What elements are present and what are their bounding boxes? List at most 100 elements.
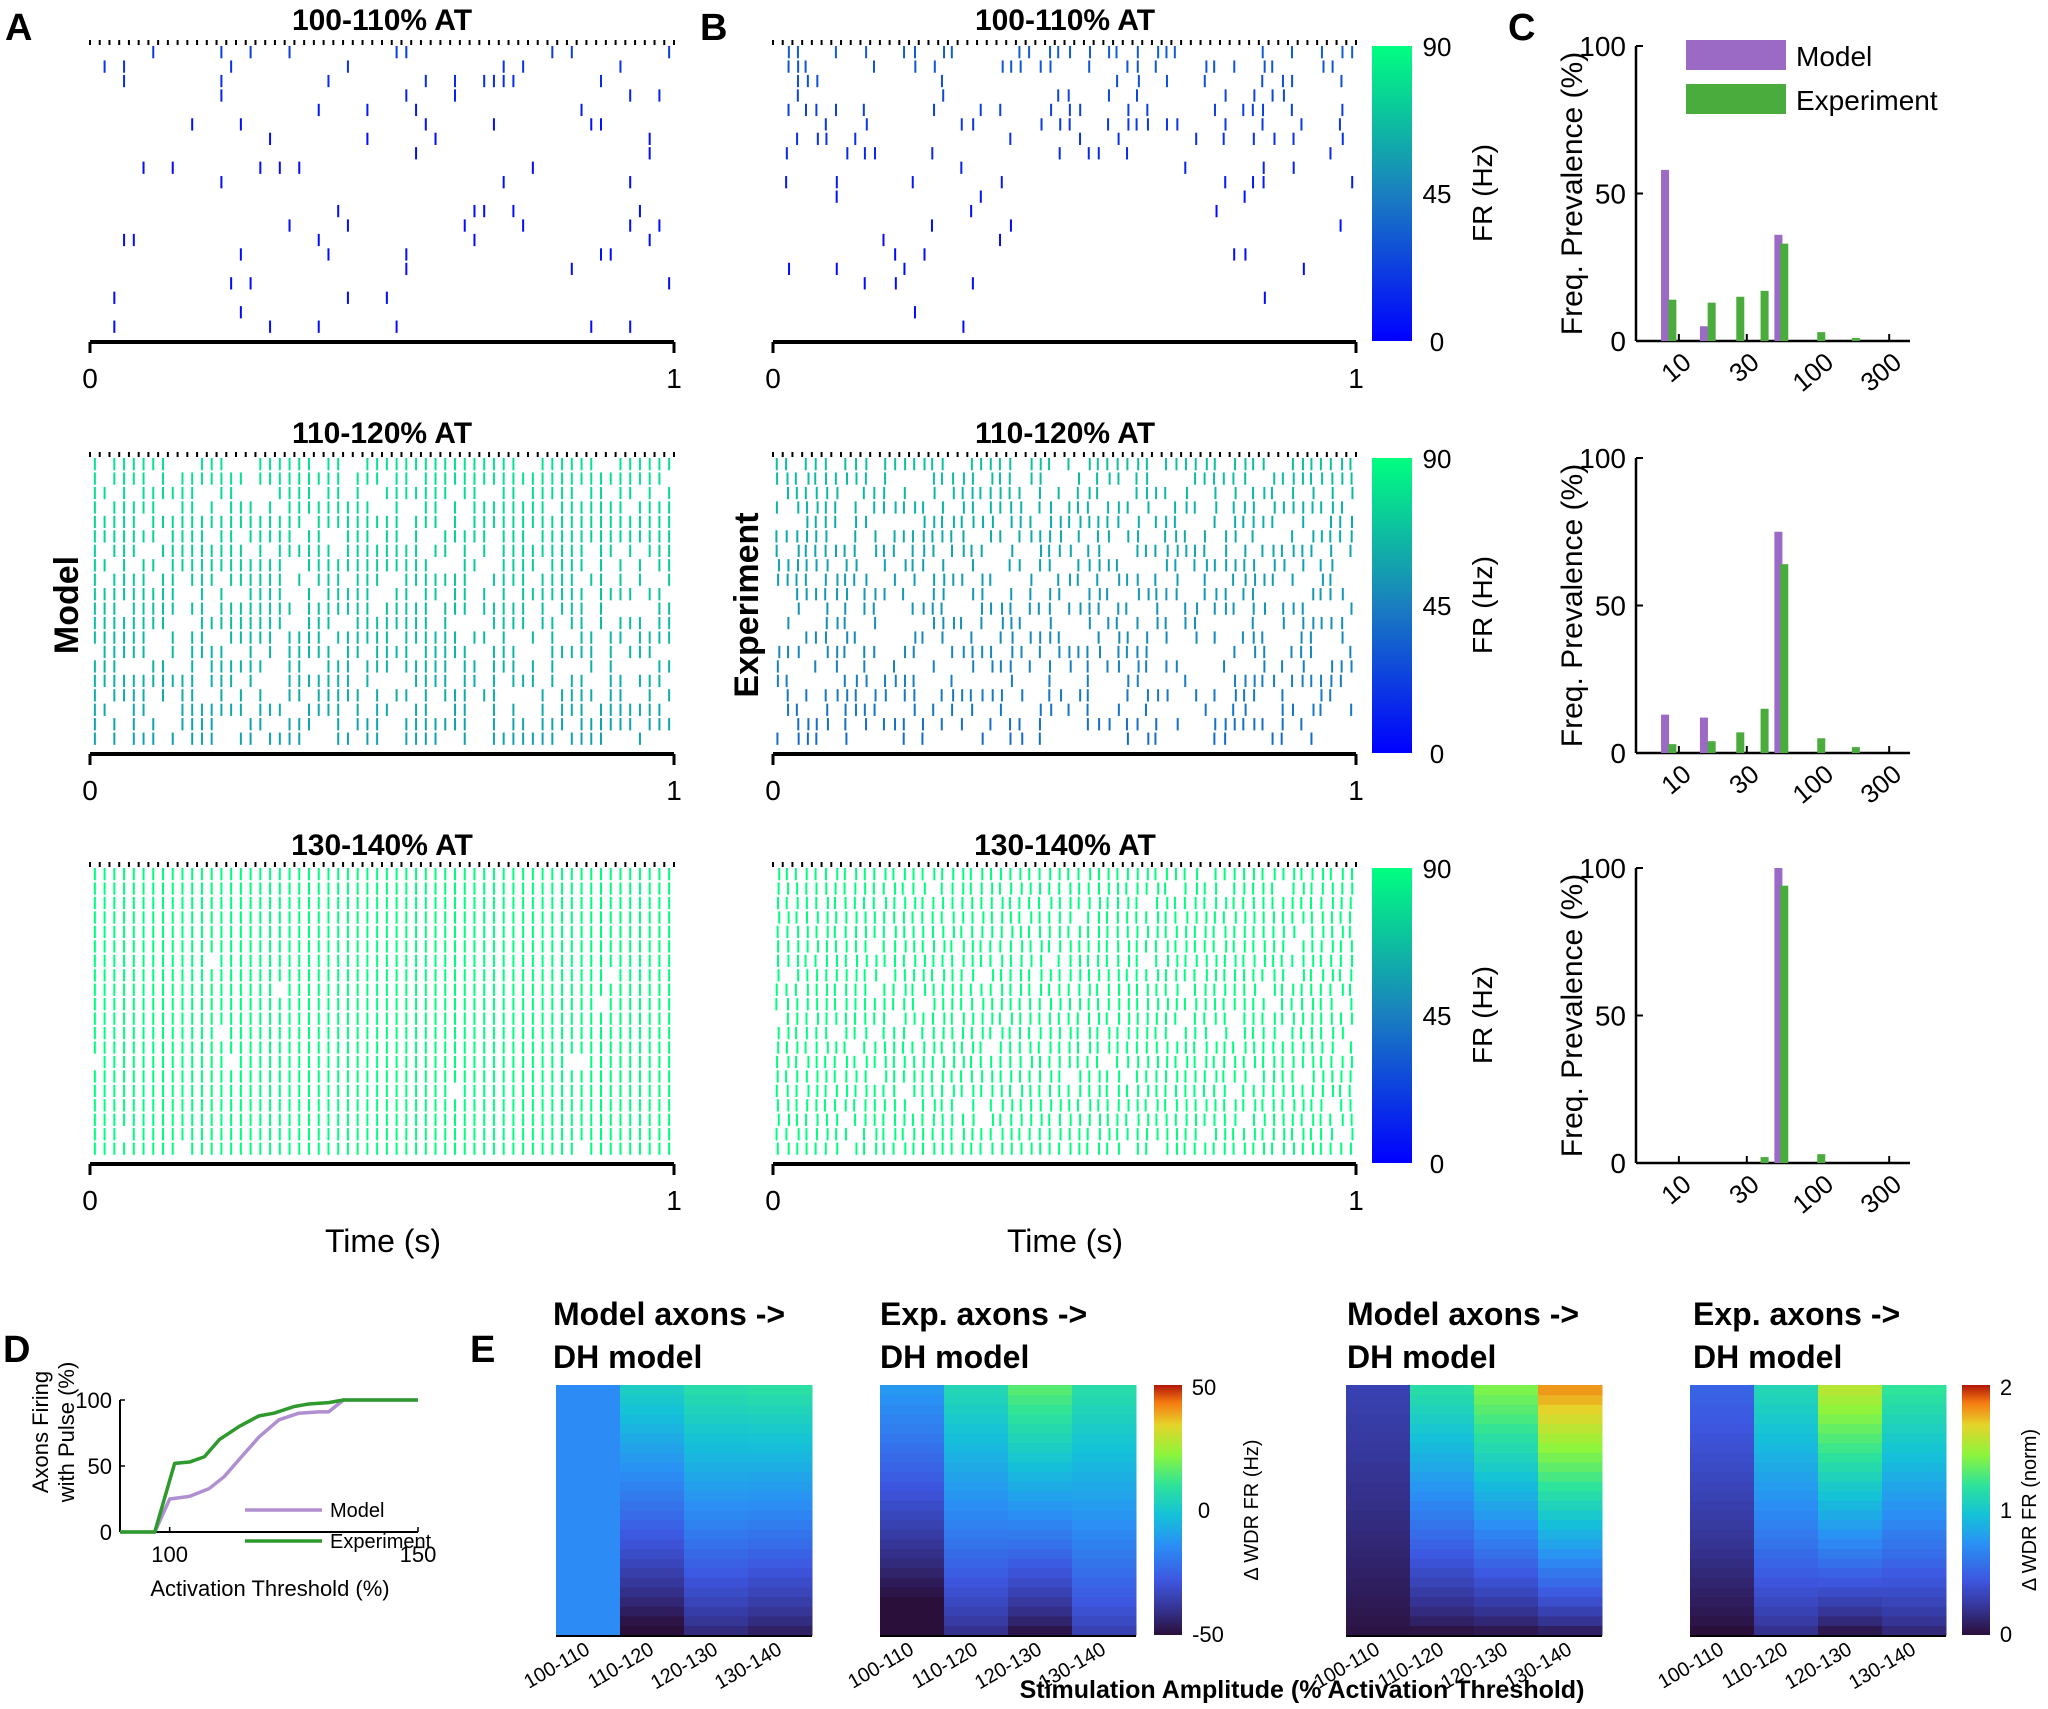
heatmap-cell bbox=[620, 1538, 685, 1550]
heatmap-cell bbox=[1072, 1625, 1137, 1636]
heatmap-cell bbox=[684, 1538, 749, 1550]
bar-experiment bbox=[1817, 1154, 1826, 1163]
heatmap-cell bbox=[684, 1548, 749, 1559]
bar-experiment bbox=[1707, 302, 1716, 341]
bar-experiment bbox=[1760, 1157, 1769, 1163]
title-b-row3: 130-140% AT bbox=[974, 829, 1156, 862]
title-a-row2: 110-120% AT bbox=[292, 417, 472, 450]
heatmap-cell bbox=[1410, 1567, 1475, 1578]
heatmap-cell bbox=[1008, 1471, 1073, 1482]
heatmap-cell bbox=[1410, 1442, 1475, 1453]
line-model bbox=[120, 1398, 418, 1534]
heatmap-cell bbox=[1474, 1538, 1539, 1550]
heatmap-cell bbox=[556, 1558, 621, 1569]
heatmap-cell bbox=[684, 1385, 749, 1396]
heatmap-cell bbox=[1410, 1500, 1475, 1511]
heatmap-cell bbox=[556, 1490, 621, 1501]
heatmap-cell bbox=[944, 1423, 1009, 1434]
raster-panel-4 bbox=[771, 452, 1358, 765]
heatmap-cell bbox=[1008, 1577, 1073, 1588]
heatmap-cell bbox=[1538, 1490, 1603, 1501]
heatmap-cell bbox=[1410, 1490, 1475, 1501]
heatmap-cell bbox=[944, 1385, 1009, 1396]
heatmap-cell bbox=[748, 1548, 813, 1559]
bar-experiment bbox=[1760, 290, 1769, 341]
d-ytick-label: 0 bbox=[100, 1520, 112, 1545]
heatmap-cell bbox=[556, 1538, 621, 1550]
bar-experiment bbox=[1760, 708, 1769, 753]
heatmap-cell bbox=[1072, 1529, 1137, 1540]
c-xtick-label: 30 bbox=[1723, 1169, 1764, 1211]
heatmap-cell bbox=[1410, 1423, 1475, 1434]
c-ylabel: Freq. Prevalence (%) bbox=[1556, 874, 1589, 1157]
heatmap-cell bbox=[880, 1606, 945, 1617]
heatmap-cell bbox=[944, 1471, 1009, 1482]
bar-experiment bbox=[1736, 732, 1745, 753]
title-b-row2: 110-120% AT bbox=[975, 417, 1155, 450]
heatmap-cell bbox=[1072, 1452, 1137, 1463]
c-ytick-label: 100 bbox=[1579, 31, 1626, 62]
raster-panel-1 bbox=[88, 40, 676, 353]
raster-b3-xtick-0: 0 bbox=[765, 1185, 781, 1216]
raster-panels bbox=[88, 40, 1358, 1175]
c-xtick-label: 100 bbox=[1787, 347, 1840, 398]
heatmap-cell bbox=[1346, 1423, 1411, 1434]
heatmap-cell bbox=[880, 1423, 945, 1434]
heatmap-cell bbox=[1346, 1625, 1411, 1636]
heatmap-cell bbox=[880, 1481, 945, 1492]
heatmap-cell bbox=[1072, 1461, 1137, 1473]
heatmap-cell bbox=[556, 1413, 621, 1425]
heatmap-cell bbox=[556, 1442, 621, 1453]
heatmap-cell bbox=[1474, 1577, 1539, 1588]
heatmap-cell bbox=[748, 1490, 813, 1501]
heatmap-cell bbox=[944, 1529, 1009, 1540]
heatmap-cell bbox=[1346, 1413, 1411, 1425]
title-a-row3: 130-140% AT bbox=[291, 829, 473, 862]
heatmap-cell bbox=[880, 1538, 945, 1550]
heatmap-cell bbox=[944, 1481, 1009, 1492]
heatmap-cell bbox=[620, 1606, 685, 1617]
title-b-row1: 100-110% AT bbox=[975, 4, 1155, 37]
heatmap-cell bbox=[944, 1404, 1009, 1415]
heatmap-cell bbox=[1538, 1529, 1603, 1540]
raster-panel-3 bbox=[88, 452, 676, 765]
bar-experiment bbox=[1780, 885, 1789, 1163]
heatmap-xtick-label: 130-140 bbox=[711, 1638, 786, 1694]
heatmap-cell bbox=[1474, 1500, 1539, 1511]
heatmap-cell bbox=[684, 1596, 749, 1607]
heatmap-cell bbox=[620, 1558, 685, 1569]
bar-experiment bbox=[1851, 747, 1860, 753]
raster-a1-xtick-0: 0 bbox=[82, 363, 98, 394]
heatmap-cell bbox=[684, 1452, 749, 1463]
heatmap-cell bbox=[880, 1490, 945, 1501]
heatmap-cell bbox=[684, 1625, 749, 1636]
panel-letter-b: B bbox=[700, 7, 727, 49]
c-ytick-label: 0 bbox=[1610, 1148, 1626, 1179]
heatmap-cell bbox=[684, 1586, 749, 1598]
heatmap-cell bbox=[684, 1615, 749, 1626]
heatmap-cell bbox=[748, 1586, 813, 1598]
heatmap-cell bbox=[1346, 1529, 1411, 1540]
panel-d-legend-experiment-label: Experiment bbox=[330, 1531, 432, 1553]
heatmap-cell bbox=[944, 1596, 1009, 1607]
heatmap-cell bbox=[1346, 1586, 1411, 1598]
heatmap-cell bbox=[1008, 1596, 1073, 1607]
heatmap-cell bbox=[748, 1385, 813, 1396]
heatmap-cell bbox=[748, 1500, 813, 1511]
c-xtick-label: 300 bbox=[1855, 1169, 1908, 1220]
heatmap-cell bbox=[1474, 1471, 1539, 1482]
heatmap-cell bbox=[1008, 1413, 1073, 1425]
heatmap-cell bbox=[748, 1625, 813, 1636]
heatmap-cell bbox=[748, 1538, 813, 1550]
c-xtick-label: 10 bbox=[1655, 759, 1696, 801]
heatmap-cell bbox=[1072, 1394, 1137, 1405]
heatmap-cell bbox=[1346, 1567, 1411, 1578]
heatmap-cell bbox=[748, 1481, 813, 1492]
heatmap-cell bbox=[1410, 1452, 1475, 1463]
heatmap-cell bbox=[1538, 1596, 1603, 1607]
heatmap-cell bbox=[944, 1510, 1009, 1521]
raster-b1-xtick-1: 1 bbox=[1348, 363, 1364, 394]
heatmap-cell bbox=[944, 1500, 1009, 1511]
